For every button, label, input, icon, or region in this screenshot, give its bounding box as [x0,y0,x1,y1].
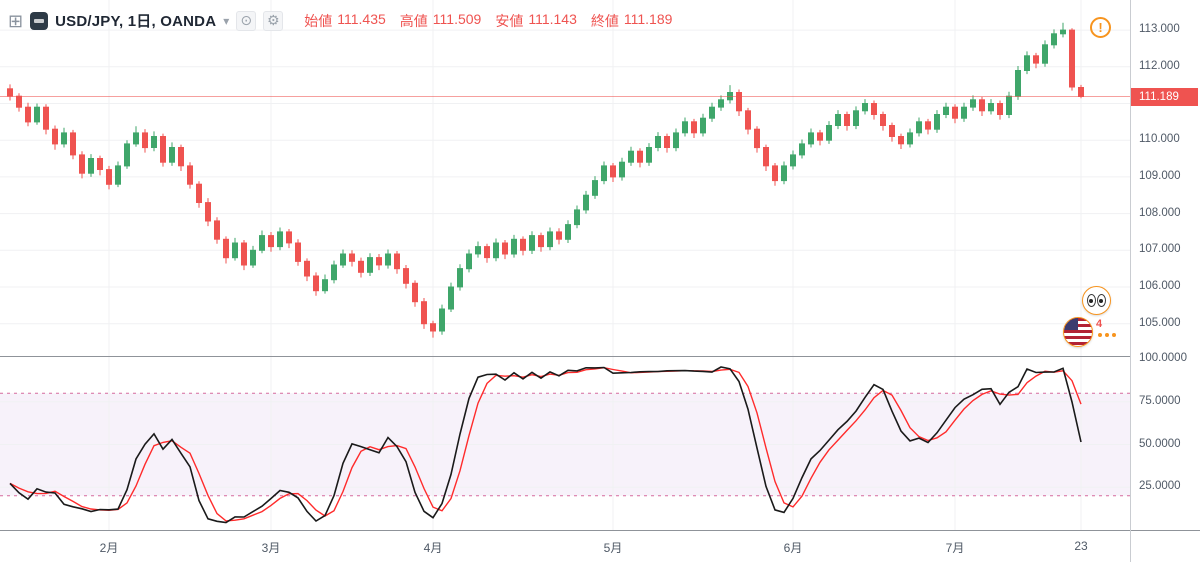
alert-icon[interactable]: ! [1090,17,1111,38]
eye-icon[interactable]: ⊙ [236,10,257,31]
symbol-logo-icon[interactable] [30,11,49,30]
close-label: 終値 [590,12,619,29]
time-axis[interactable]: 2月 3月 4月 5月 6月 7月 23 [0,531,1130,562]
price-axis-label: 108.000 [1139,206,1181,219]
price-axis-label: 112.000 [1139,59,1180,72]
price-axis-label: 105.000 [1139,316,1181,329]
price-axis-label: 106.000 [1139,279,1181,292]
symbol-title[interactable]: USD/JPY, 1日, OANDA [55,13,217,30]
last-price-tag: 111.189 [1131,87,1198,106]
price-axis-label: 109.000 [1139,169,1181,182]
close-number: 111.189 [623,10,673,27]
time-axis-label: 5月 [603,541,623,555]
gear-icon[interactable]: ⚙ [263,10,284,31]
high-label: 高値 [399,12,428,29]
us-flag-bubble[interactable] [1063,317,1093,347]
low-value: 安値 111.143 [495,11,577,31]
more-dots-icon [1098,333,1116,337]
pane-divider[interactable] [0,356,1200,357]
indicator-axis-label: 75.0000 [1139,394,1181,407]
chart-legend: ⊞ USD/JPY, 1日, OANDA ▾ ⊙ ⚙ 始値 111.435 高値… [8,10,672,31]
open-label: 始値 [304,12,333,29]
open-number: 111.435 [337,10,386,27]
price-axis-label: 113.000 [1139,23,1180,36]
ohlc-legend: 始値 111.435 高値 111.509 安値 111.143 終値 111.… [304,11,672,31]
main-chart-pane[interactable]: ⊞ USD/JPY, 1日, OANDA ▾ ⊙ ⚙ 始値 111.435 高値… [0,0,1130,356]
indicator-axis-label: 50.0000 [1139,437,1181,450]
time-axis-label: 6月 [783,541,803,555]
time-axis-label: 23 [1074,539,1088,553]
eye-left-icon [1087,294,1096,307]
high-number: 111.509 [432,10,482,27]
stochastic-chart[interactable] [0,357,1130,530]
high-value: 高値 111.509 [400,11,482,31]
candlestick-chart[interactable] [0,0,1130,356]
time-axis-divider [0,530,1200,531]
stochastic-pane[interactable] [0,357,1130,530]
price-axis-label: 107.000 [1139,243,1181,256]
close-value: 終値 111.189 [591,11,673,31]
add-symbol-icon[interactable]: ⊞ [8,10,24,31]
time-axis-label: 2月 [99,541,119,555]
flag-canton [1064,318,1078,330]
price-axis-divider [1130,0,1131,562]
indicator-axis-label: 25.0000 [1139,480,1181,493]
time-axis-label: 4月 [423,541,443,555]
time-axis-label: 3月 [261,541,281,555]
time-axis-label: 7月 [945,541,965,555]
eyes-emoji-bubble[interactable] [1082,286,1111,315]
price-axis-label: 110.000 [1139,133,1180,146]
indicator-axis-label: 100.0000 [1139,352,1187,364]
reaction-count-badge: 4 [1096,318,1103,330]
low-label: 安値 [495,12,524,29]
low-number: 111.143 [528,10,577,27]
open-value: 始値 111.435 [304,11,386,31]
price-axis[interactable]: 111.189 113.000112.000111.000110.000109.… [1131,0,1200,530]
eye-right-icon [1097,294,1106,307]
chevron-down-icon[interactable]: ▾ [223,13,230,28]
